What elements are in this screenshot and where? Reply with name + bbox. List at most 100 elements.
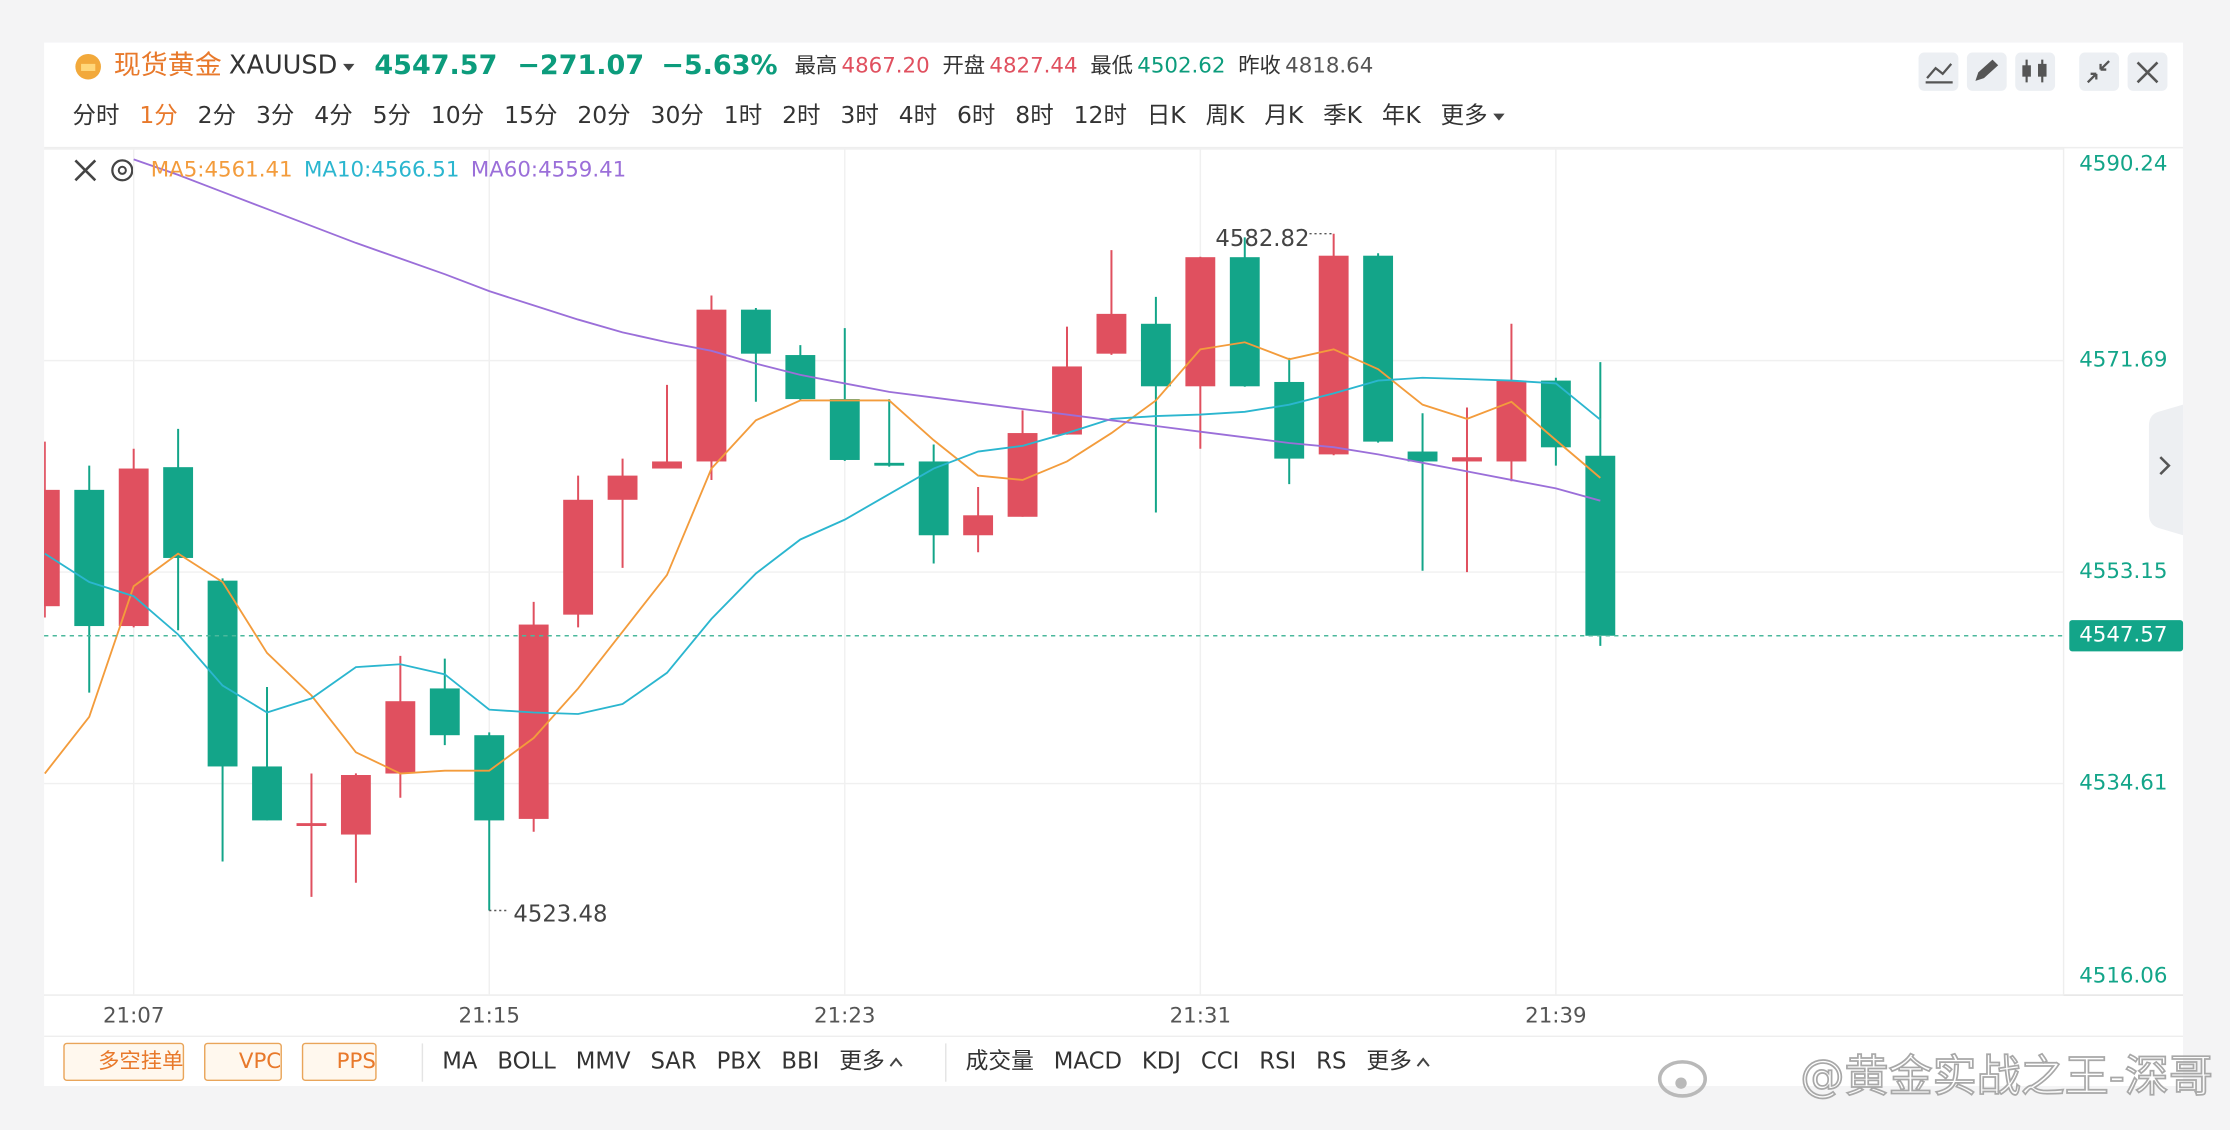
- icon: [2038, 63, 2047, 77]
- timeframe-tab[interactable]: 3分: [256, 101, 294, 129]
- symbol-name: 现货黄金: [114, 50, 222, 81]
- indicator-tab[interactable]: RSI: [1259, 1048, 1296, 1074]
- stat-value: 4867.20: [842, 54, 930, 79]
- button[interactable]: [301, 1042, 377, 1082]
- toolbar-button: PPS: [337, 1049, 376, 1074]
- timeframe-tab[interactable]: 周K: [1206, 101, 1245, 129]
- timeframe-tab[interactable]: 2时: [782, 101, 820, 129]
- low-marker-label: 4523.48: [513, 901, 607, 927]
- candle-body: [118, 468, 149, 627]
- timeframe-tab[interactable]: 10分: [431, 101, 484, 129]
- indicator-tab[interactable]: CCI: [1201, 1048, 1239, 1074]
- candle-body: [44, 489, 60, 607]
- indicator-tab[interactable]: KDJ: [1142, 1048, 1181, 1074]
- timeframe-tab[interactable]: 6时: [957, 101, 995, 129]
- icon-button[interactable]: [2079, 52, 2120, 91]
- timeframe-tab[interactable]: 12时: [1074, 101, 1127, 129]
- timeframe-tab[interactable]: 季K: [1323, 101, 1362, 129]
- candle-body: [1229, 257, 1260, 387]
- timeframe-tab[interactable]: 更多: [1441, 101, 1488, 129]
- candle-body: [696, 309, 727, 462]
- indicator-tab[interactable]: MACD: [1054, 1048, 1122, 1074]
- candle-body: [1496, 380, 1527, 462]
- icon: [2136, 61, 2159, 84]
- stat-label: 最低: [1090, 54, 1133, 79]
- stat-label: 开盘: [942, 54, 985, 79]
- candle-body: [1318, 255, 1349, 455]
- y-tick-label: 4534.61: [2079, 771, 2167, 796]
- candle-body: [518, 624, 549, 819]
- x-tick-label: 21:15: [459, 1003, 520, 1028]
- indicator-tab[interactable]: BOLL: [497, 1048, 556, 1074]
- settings-icon: [117, 165, 127, 175]
- indicator-tab[interactable]: 成交量: [966, 1048, 1034, 1074]
- indicator-tab[interactable]: 更多: [1366, 1048, 1411, 1074]
- indicator-tab[interactable]: SAR: [650, 1048, 696, 1074]
- timeframe-tab[interactable]: 4时: [899, 101, 937, 129]
- timeframe-tab[interactable]: 2分: [198, 101, 236, 129]
- timeframe-tab[interactable]: 年K: [1382, 101, 1421, 129]
- button[interactable]: [63, 1042, 185, 1082]
- indicator-tab[interactable]: MMV: [576, 1048, 631, 1074]
- logo: [1675, 1077, 1687, 1089]
- indicator-tab[interactable]: PBX: [717, 1048, 762, 1074]
- chevron: [2159, 456, 2171, 476]
- indicator-tab[interactable]: 更多: [839, 1048, 884, 1074]
- caret: [1416, 1057, 1430, 1067]
- candle-body: [1363, 255, 1394, 442]
- button[interactable]: [204, 1042, 282, 1082]
- toolbar-button: 多空挂单: [98, 1049, 183, 1074]
- watermark-logo: [1657, 1060, 1707, 1098]
- timeframe-tab[interactable]: 5分: [373, 101, 411, 129]
- indicator-tab[interactable]: RS: [1316, 1048, 1346, 1074]
- toolbar-button: VPC: [239, 1049, 281, 1074]
- indicator-tab[interactable]: MA: [442, 1048, 478, 1074]
- candle-body: [1407, 451, 1438, 462]
- settings-icon[interactable]: [111, 159, 134, 182]
- icon: [2022, 65, 2031, 77]
- caret: [1493, 113, 1505, 121]
- indicator-tab[interactable]: BBI: [781, 1048, 819, 1074]
- candle-body: [474, 735, 505, 821]
- x-tick-label: 21:31: [1170, 1003, 1231, 1028]
- timeframe-tab[interactable]: 20分: [577, 101, 630, 129]
- x-tick-label: 21:39: [1525, 1003, 1586, 1028]
- timeframe-tab[interactable]: 8时: [1015, 101, 1053, 129]
- icon-button[interactable]: [2015, 52, 2056, 91]
- current-price-label: 4547.57: [2079, 623, 2167, 648]
- close-indicator[interactable]: [74, 159, 97, 182]
- candle-body: [1052, 366, 1082, 435]
- timeframe-tab[interactable]: 日K: [1147, 101, 1186, 129]
- stat-value: 4827.44: [989, 54, 1077, 79]
- ma-line: [133, 158, 1601, 502]
- candle-body: [918, 461, 949, 536]
- y-tick-label: 4516.06: [2079, 964, 2167, 989]
- caret: [343, 63, 355, 71]
- candle-body: [429, 688, 460, 736]
- timeframe-tab[interactable]: 1时: [724, 101, 762, 129]
- candle-body: [163, 467, 194, 558]
- timeframe-tab[interactable]: 15分: [504, 101, 557, 129]
- timeframe-tab[interactable]: 4分: [314, 101, 352, 129]
- change: −271.07: [517, 50, 644, 81]
- plot: [44, 158, 1616, 911]
- stat-value: 4818.64: [1285, 54, 1373, 79]
- stat-value: 4502.62: [1137, 54, 1225, 79]
- legend-entry: MA10:4566.51: [304, 157, 459, 182]
- caret: [889, 1057, 903, 1067]
- legend-entry: MA5:4561.41: [151, 157, 293, 182]
- timeframe-tab[interactable]: 分时: [73, 101, 120, 129]
- ma-line: [44, 376, 1601, 715]
- candle-body: [563, 499, 594, 615]
- timeframe-tab[interactable]: 30分: [651, 101, 704, 129]
- icon: [2086, 60, 2110, 84]
- symbol-code[interactable]: XAUUSD: [229, 51, 337, 81]
- candle-body: [74, 489, 105, 627]
- timeframe-tab[interactable]: 3时: [840, 101, 878, 129]
- logo: [1657, 1060, 1707, 1098]
- candle-body: [1452, 457, 1482, 462]
- timeframe-tab[interactable]: 月K: [1264, 101, 1303, 129]
- timeframe-tab[interactable]: 1分: [139, 101, 177, 129]
- y-tick-label: 4571.69: [2079, 348, 2167, 373]
- candle-body: [1096, 313, 1127, 354]
